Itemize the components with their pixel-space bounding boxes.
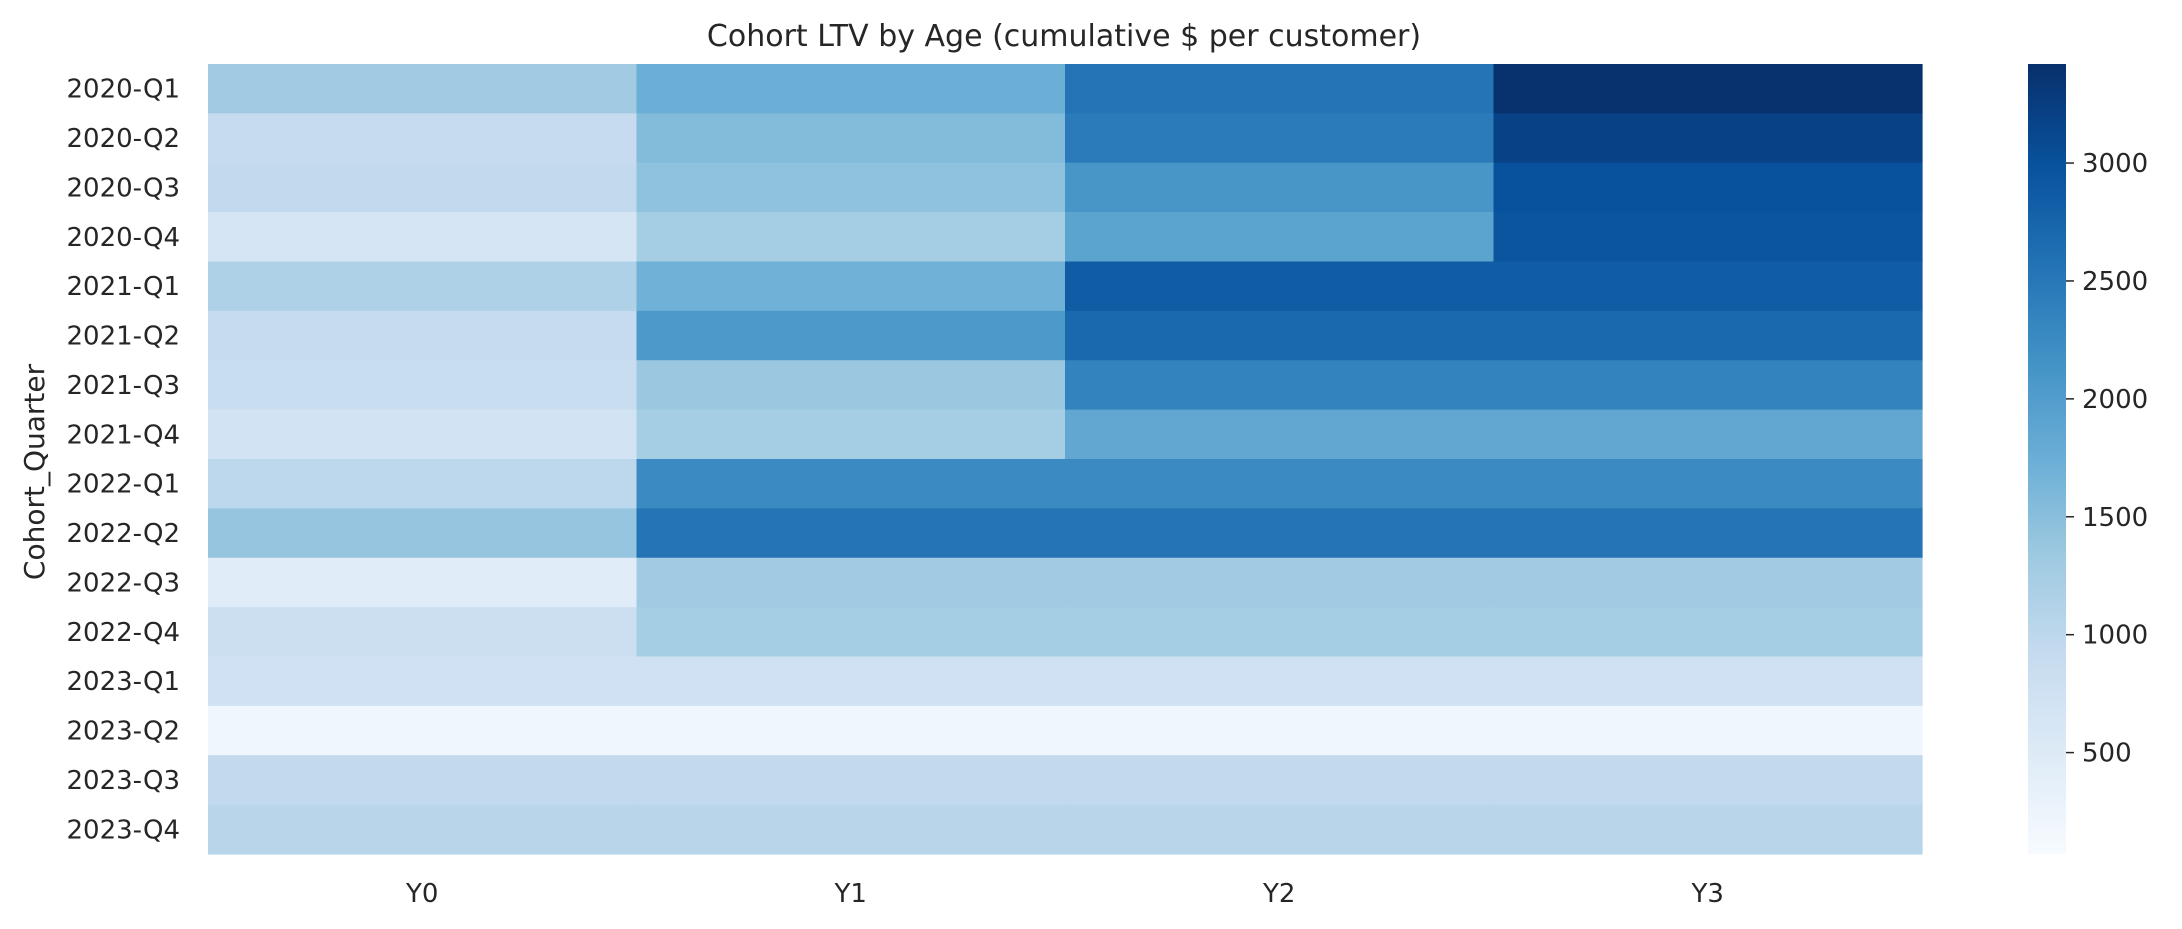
heatmap-cell <box>1065 508 1495 559</box>
heatmap-cell <box>208 607 638 658</box>
heatmap-cell <box>636 607 1066 658</box>
heatmap-cell <box>1493 64 1923 114</box>
heatmap-cell <box>1065 360 1495 411</box>
colorbar-gradient <box>2028 64 2066 854</box>
row-tick-label: 2020-Q2 <box>66 124 180 154</box>
heatmap-cell <box>636 212 1066 263</box>
heatmap-cell <box>1493 656 1923 707</box>
colorbar-tick-label: 1500 <box>2082 503 2148 533</box>
heatmap-cell <box>1065 64 1495 114</box>
heatmap-cell <box>1493 212 1923 263</box>
heatmap-cell <box>1065 705 1495 756</box>
heatmap-cell <box>1065 607 1495 658</box>
heatmap-cell <box>1065 113 1495 164</box>
row-tick-label: 2021-Q3 <box>66 371 180 401</box>
heatmap-cell <box>208 804 638 855</box>
heatmap-cell <box>1065 212 1495 263</box>
row-tick-label: 2023-Q2 <box>66 717 180 747</box>
colorbar-tick-label: 2500 <box>2082 267 2148 297</box>
heatmap-cell <box>1065 459 1495 509</box>
colorbar-tick-label: 500 <box>2082 739 2132 769</box>
row-tick-label: 2022-Q1 <box>66 470 180 500</box>
heatmap-cell <box>1493 360 1923 411</box>
heatmap-cell <box>208 557 638 608</box>
heatmap-cell <box>636 508 1066 559</box>
heatmap-cell <box>208 409 638 460</box>
column-tick-labels: Y0 Y1 Y2 Y3 <box>405 879 1724 909</box>
heatmap-cell <box>1493 508 1923 559</box>
heatmap-cells <box>208 64 1923 855</box>
heatmap-cell <box>208 755 638 806</box>
row-tick-labels: 2020-Q1 2020-Q2 2020-Q3 2020-Q4 2021-Q1 2021-… <box>66 75 180 846</box>
chart-title: Cohort LTV by Age (cumulative $ per cust… <box>707 19 1421 54</box>
heatmap-cell <box>636 656 1066 707</box>
heatmap-cell <box>208 656 638 707</box>
heatmap-cell <box>636 360 1066 411</box>
row-tick-label: 2023-Q1 <box>66 667 180 697</box>
heatmap-cell <box>208 162 638 213</box>
heatmap-cell <box>636 804 1066 855</box>
heatmap-cell <box>1493 557 1923 608</box>
row-tick-label: 2020-Q1 <box>66 75 180 105</box>
column-tick-label: Y2 <box>1262 879 1295 909</box>
heatmap-cell <box>636 310 1066 361</box>
heatmap-cell <box>1065 557 1495 608</box>
heatmap-cell <box>1493 755 1923 806</box>
heatmap-cell <box>208 261 638 312</box>
row-tick-label: 2022-Q3 <box>66 568 180 598</box>
colorbar-tick-label: 2000 <box>2082 385 2148 415</box>
row-tick-label: 2020-Q3 <box>66 173 180 203</box>
heatmap-cell <box>1065 656 1495 707</box>
heatmap-cell <box>208 64 638 114</box>
y-axis-label: Cohort_Quarter <box>18 363 51 580</box>
row-tick-label: 2021-Q1 <box>66 272 180 302</box>
heatmap-cell <box>1065 261 1495 312</box>
heatmap-cell <box>636 113 1066 164</box>
row-tick-label: 2020-Q4 <box>66 223 180 253</box>
heatmap-cell <box>1493 607 1923 658</box>
heatmap-cell <box>208 508 638 559</box>
heatmap-cell <box>208 459 638 509</box>
colorbar: 500 1000 1500 2000 2500 3000 <box>2028 64 2148 854</box>
column-tick-label: Y3 <box>1691 879 1724 909</box>
heatmap-cell <box>636 261 1066 312</box>
colorbar-tick-label: 3000 <box>2082 149 2148 179</box>
heatmap-cell <box>1065 409 1495 460</box>
heatmap-cell <box>1065 162 1495 213</box>
row-tick-label: 2022-Q4 <box>66 618 180 648</box>
heatmap-cell <box>636 409 1066 460</box>
heatmap-cell <box>208 310 638 361</box>
heatmap-cell <box>1493 705 1923 756</box>
column-tick-label: Y1 <box>834 879 867 909</box>
heatmap-cell <box>1065 755 1495 806</box>
row-tick-label: 2023-Q3 <box>66 766 180 796</box>
heatmap-cell <box>1065 310 1495 361</box>
row-tick-label: 2021-Q2 <box>66 322 180 352</box>
heatmap-cell <box>208 113 638 164</box>
heatmap-cell <box>1065 804 1495 855</box>
heatmap-cell <box>636 162 1066 213</box>
row-tick-label: 2021-Q4 <box>66 420 180 450</box>
row-tick-label: 2023-Q4 <box>66 815 180 845</box>
heatmap-cell <box>636 64 1066 114</box>
heatmap-cell <box>208 212 638 263</box>
heatmap-cell <box>636 755 1066 806</box>
heatmap-cell <box>1493 409 1923 460</box>
heatmap-cell <box>208 705 638 756</box>
heatmap-cell <box>1493 310 1923 361</box>
heatmap-cell <box>208 360 638 411</box>
column-tick-label: Y0 <box>405 879 438 909</box>
colorbar-tick-label: 1000 <box>2082 621 2148 651</box>
heatmap-cell <box>1493 162 1923 213</box>
heatmap-cell <box>1493 459 1923 509</box>
heatmap-cell <box>1493 261 1923 312</box>
row-tick-label: 2022-Q2 <box>66 519 180 549</box>
heatmap-cell <box>636 459 1066 509</box>
heatmap-cell <box>1493 804 1923 855</box>
heatmap-cell <box>1493 113 1923 164</box>
heatmap-cell <box>636 705 1066 756</box>
heatmap-cell <box>636 557 1066 608</box>
